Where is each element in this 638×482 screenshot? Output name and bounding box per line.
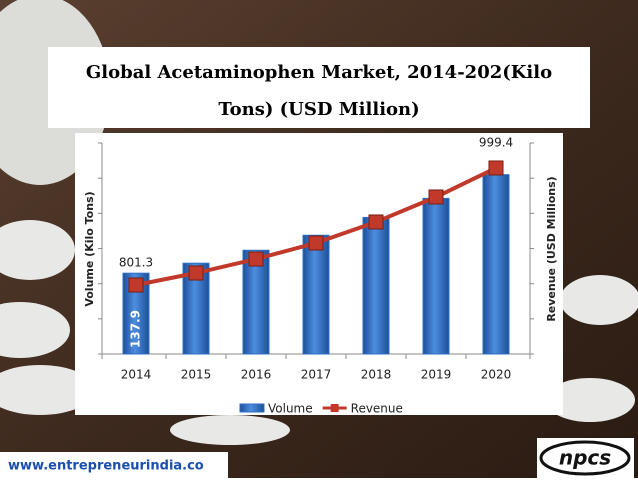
marker (188, 265, 204, 281)
data-label: 801.3 (119, 256, 153, 270)
x-tick-label: 2020 (481, 368, 512, 382)
marker (128, 277, 144, 293)
bar (242, 249, 270, 355)
chart-title: Tons) (USD Million) (218, 99, 419, 120)
x-tick-label: 2014 (121, 368, 152, 382)
x-tick-label: 2016 (241, 368, 272, 382)
marker (308, 235, 324, 251)
data-label: 137.9 (129, 310, 143, 348)
bar (422, 197, 450, 355)
chart-title: Global Acetaminophen Market, 2014-202(Ki… (86, 62, 552, 83)
data-label: 999.4 (479, 135, 513, 149)
marker (248, 251, 264, 267)
logo-ring (539, 440, 631, 476)
legend-swatch (330, 404, 339, 412)
website: www.entrepreneurindia.co (8, 459, 204, 474)
y2-axis-title: Revenue (USD Millions) (545, 176, 558, 321)
legend-label: Revenue (351, 402, 403, 416)
x-tick-label: 2019 (421, 368, 452, 382)
logo-box (537, 438, 634, 478)
legend-swatch (239, 403, 265, 413)
bar (482, 174, 510, 355)
x-tick-label: 2015 (181, 368, 212, 382)
marker (428, 189, 444, 205)
legend-label: Volume (268, 402, 313, 416)
title-box (48, 47, 590, 128)
plot: 2014 2015 2016 2017 2018 2019 2020 137.9 801.3 99… (98, 135, 534, 416)
bar (302, 234, 330, 355)
marker (368, 214, 384, 230)
footer-box (0, 452, 228, 478)
marker (488, 160, 504, 176)
x-tick-label: 2017 (301, 368, 332, 382)
y-axis-title: Volume (Kilo Tons) (83, 191, 96, 306)
x-tick-label: 2018 (361, 368, 392, 382)
bar (362, 216, 390, 355)
logo: npcs (559, 446, 611, 470)
